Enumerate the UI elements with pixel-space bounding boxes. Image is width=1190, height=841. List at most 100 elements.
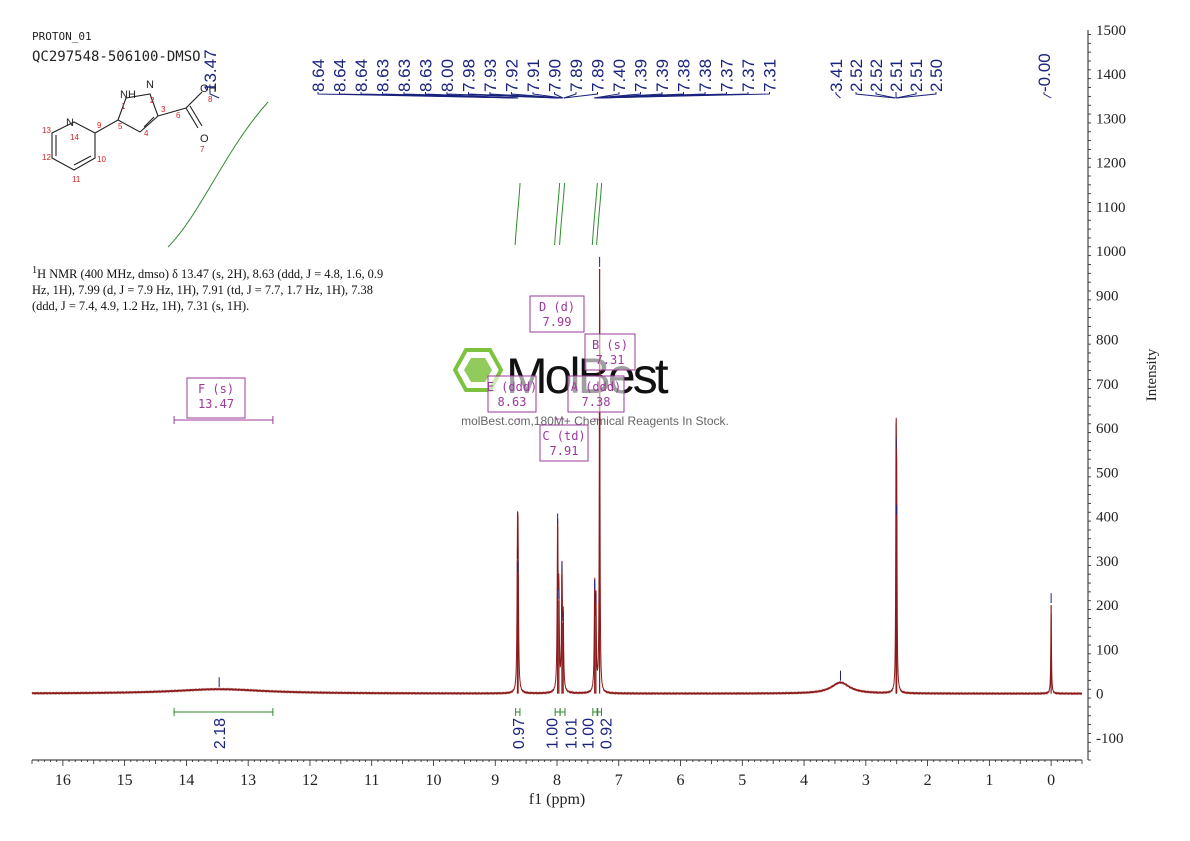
- multiplet-shift: 13.47: [198, 397, 234, 411]
- peak-label: 13.47: [201, 49, 220, 92]
- atom-number: 12: [42, 153, 51, 162]
- atom-number: 8: [208, 95, 213, 104]
- peak-label: 7.38: [696, 59, 715, 92]
- nmr-isotope: 1: [32, 265, 38, 276]
- peak-label: 7.40: [610, 59, 629, 92]
- y-tick-label: 900: [1096, 288, 1119, 304]
- integral-region: 0.97: [511, 708, 528, 749]
- integral-value: 1.01: [564, 718, 581, 749]
- x-tick-label: 7: [615, 772, 623, 789]
- multiplet-box: A (ddd)7.38: [567, 375, 625, 413]
- multiplet-shift: 8.63: [498, 395, 527, 409]
- atom-label-nh: NH: [120, 89, 136, 101]
- peak-label: -0.00: [1035, 53, 1054, 92]
- integral-curve: [591, 182, 598, 246]
- peak-label-leader: [593, 92, 620, 99]
- molecule-atom-labels: N NH N OH O: [66, 79, 217, 145]
- multiplet-frame: [539, 424, 589, 462]
- multiplet-label: B (s): [592, 338, 628, 352]
- peak-label: 8.63: [395, 59, 414, 92]
- y-tick-label: 1500: [1096, 23, 1126, 39]
- peak-label: 7.39: [653, 59, 672, 92]
- x-tick-label: 15: [117, 772, 133, 789]
- y-tick-label: 1400: [1096, 67, 1126, 83]
- integral-value: 1.00: [545, 718, 562, 749]
- atom-label-n-pyridine: N: [66, 117, 74, 129]
- spectrum-line: [31, 304, 1083, 696]
- peak-label: 7.31: [761, 59, 780, 92]
- atom-number: 6: [176, 111, 181, 120]
- y-tick-label: 700: [1096, 377, 1119, 393]
- atom-number: 10: [97, 155, 106, 164]
- multiplet-label: F (s): [198, 382, 234, 396]
- atom-label-oh: OH: [200, 83, 217, 95]
- x-tick-label: 2: [924, 772, 932, 789]
- atom-number: 2: [150, 96, 155, 105]
- ring-link-bond: [94, 119, 119, 134]
- integral-region: 2.18: [173, 708, 274, 749]
- y-tick-label: 1300: [1096, 111, 1126, 127]
- peak-label-leader: [835, 92, 841, 99]
- multiplet-label: A (ddd): [571, 380, 622, 394]
- x-tick-label: 1: [985, 772, 993, 789]
- multiplet-label: C (td): [542, 429, 585, 443]
- y-tick-label: 400: [1096, 510, 1119, 526]
- multiplet-frame: [529, 295, 585, 333]
- integral-region: 0.92: [597, 708, 616, 749]
- integral-curve: [554, 182, 561, 246]
- integral-value: 0.97: [511, 718, 528, 749]
- peak-label: 8.64: [309, 59, 328, 92]
- x-tick-label: 3: [862, 772, 870, 789]
- y-tick-label: 600: [1096, 421, 1119, 437]
- y-tick-label: 1100: [1096, 200, 1125, 216]
- x-tick-label: 5: [738, 772, 746, 789]
- integral-value: 1.00: [580, 718, 597, 749]
- multiplet-shift: 7.38: [582, 395, 611, 409]
- multiplet-shift: 7.99: [543, 315, 572, 329]
- peak-label-group-solvent: 3.41 2.52 2.52 2.51 2.51 2.50: [827, 59, 946, 99]
- peak-label: 2.50: [927, 59, 946, 92]
- atom-number: 5: [118, 122, 123, 131]
- multiplet-frame: [567, 375, 625, 413]
- pyrazole-double-bond: [143, 116, 155, 128]
- spectrum-header: PROTON_01 QC297548-506100-DMSO: [32, 30, 201, 65]
- x-axis-label: f1 (ppm): [529, 791, 585, 808]
- multiplet-box: E (ddd)8.63: [487, 375, 538, 413]
- peak-label: 7.90: [546, 59, 565, 92]
- x-tick-label: 12: [302, 772, 318, 789]
- peak-label: 2.52: [867, 59, 886, 92]
- peak-label: 7.89: [589, 59, 608, 92]
- y-axis-label: Intensity: [1144, 348, 1160, 401]
- peak-label: 7.37: [718, 59, 737, 92]
- multiplet-shift: 7.91: [550, 444, 579, 458]
- x-tick-label: 14: [178, 772, 194, 789]
- y-tick-label: 800: [1096, 333, 1119, 349]
- y-tick-label: 300: [1096, 554, 1119, 570]
- peak-label-leader: [895, 92, 917, 99]
- atom-number: 13: [42, 126, 51, 135]
- peak-label: 7.91: [524, 59, 543, 92]
- multiplet-frame: [487, 375, 537, 413]
- atom-number: 3: [161, 105, 166, 114]
- atom-number: 9: [97, 121, 102, 130]
- atom-number: 7: [200, 145, 205, 154]
- peak-label-leader: [425, 92, 519, 99]
- spectrum-trace: [31, 256, 1083, 696]
- peak-label-leader: [554, 92, 564, 99]
- nmr-description: 1H NMR (400 MHz, dmso) δ 13.47 (s, 2H), …: [32, 263, 392, 314]
- peak-label-leader: [563, 92, 577, 99]
- peak-label: 2.51: [907, 59, 926, 92]
- multiplet-label: E (ddd): [487, 380, 538, 394]
- experiment-name: PROTON_01: [32, 30, 92, 43]
- peak-label: 8.64: [331, 59, 350, 92]
- pyrazole-ring: [117, 93, 159, 133]
- x-tick-label: 6: [677, 772, 685, 789]
- integral-region: 1.00: [545, 708, 562, 749]
- integral-curve: [596, 182, 603, 246]
- peak-label: 8.63: [417, 59, 436, 92]
- peak-label: 7.39: [632, 59, 651, 92]
- y-tick-label: 100: [1096, 642, 1119, 658]
- multiplet-frame: [584, 333, 636, 371]
- peak-label: 2.51: [887, 59, 906, 92]
- integral-curve: [514, 182, 521, 246]
